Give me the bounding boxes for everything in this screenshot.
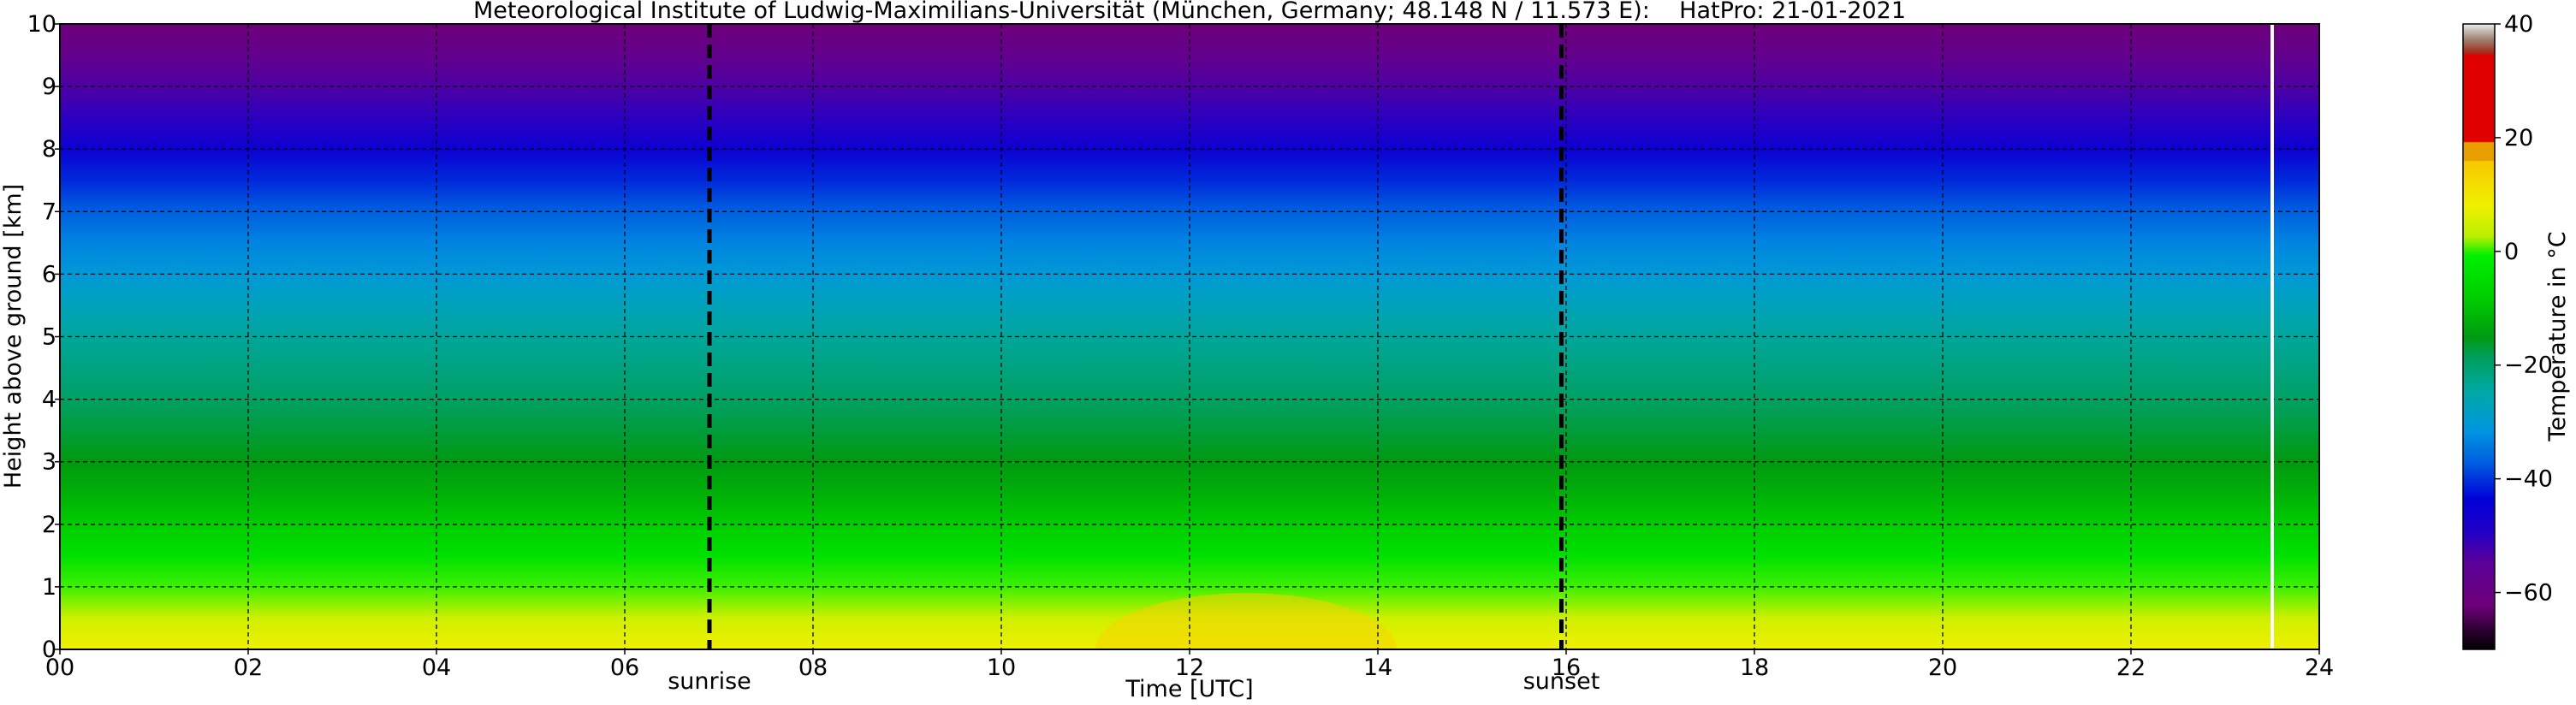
chart-title: Meteorological Institute of Ludwig-Maxim… bbox=[473, 0, 1906, 24]
x-tick-label: 02 bbox=[234, 655, 263, 681]
x-tick-label: 22 bbox=[2116, 655, 2146, 681]
colorbar-tick-label: −20 bbox=[2504, 352, 2553, 379]
midday-warm-region bbox=[1095, 593, 1397, 649]
y-tick-label: 7 bbox=[42, 198, 56, 225]
y-tick-label: 9 bbox=[42, 74, 56, 100]
colorbar-tick-label: −60 bbox=[2504, 580, 2553, 607]
colorbar-ramp bbox=[2462, 23, 2496, 650]
y-tick-label: 0 bbox=[42, 637, 56, 663]
y-tick-label: 3 bbox=[42, 449, 56, 476]
colorbar-tick-label: 0 bbox=[2504, 239, 2519, 265]
colorbar-tick-label: 20 bbox=[2504, 125, 2533, 151]
event-lines bbox=[707, 24, 1564, 649]
x-tick-label: 04 bbox=[422, 655, 451, 681]
y-tick-label: 5 bbox=[42, 324, 56, 351]
colorbar-label: Temperature in °C bbox=[2544, 231, 2571, 441]
x-tick-label: 16 bbox=[1552, 655, 1581, 681]
x-axis: 00 02 04 06 08 10 12 14 16 18 20 22 24 bbox=[45, 649, 2334, 681]
y-axis-label: Height above ground [km] bbox=[0, 184, 27, 489]
x-tick-label: 12 bbox=[1175, 655, 1204, 681]
colorbar: 40 20 0 −20 −40 −60 Temperature in °C bbox=[2462, 11, 2571, 650]
x-tick-label: 10 bbox=[987, 655, 1016, 681]
y-tick-label: 1 bbox=[42, 574, 56, 601]
heatmap-cells bbox=[1095, 593, 1397, 649]
x-tick-label: 24 bbox=[2305, 655, 2334, 681]
y-tick-label: 10 bbox=[27, 11, 56, 38]
y-tick-label: 4 bbox=[42, 387, 56, 413]
x-tick-label: 20 bbox=[1928, 655, 1957, 681]
colorbar-ticks: 40 20 0 −20 −40 −60 bbox=[2495, 11, 2553, 607]
y-axis: 0 1 2 3 4 5 6 7 8 9 10 bbox=[27, 11, 60, 663]
x-tick-label: 14 bbox=[1363, 655, 1392, 681]
x-tick-label: 18 bbox=[1740, 655, 1769, 681]
colorbar-tick-label: −40 bbox=[2504, 466, 2553, 493]
y-tick-label: 2 bbox=[42, 512, 56, 538]
x-tick-label: 08 bbox=[798, 655, 828, 681]
x-tick-label: 06 bbox=[610, 655, 639, 681]
sunset-label: sunset bbox=[1523, 668, 1600, 695]
event-labels: sunrise sunset bbox=[668, 668, 1600, 695]
x-tick-label: 00 bbox=[45, 655, 74, 681]
y-tick-label: 6 bbox=[42, 261, 56, 287]
colorbar-tick-label: 40 bbox=[2504, 11, 2533, 38]
sunrise-label: sunrise bbox=[668, 668, 751, 695]
x-axis-label: Time [UTC] bbox=[1125, 676, 1253, 702]
y-tick-label: 8 bbox=[42, 136, 56, 163]
